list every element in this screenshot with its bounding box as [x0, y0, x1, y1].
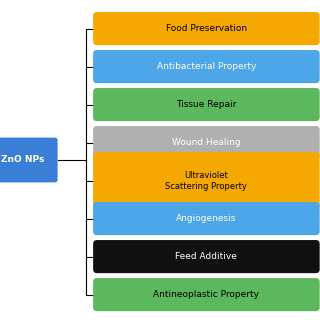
Text: Ultraviolet
Scattering Property: Ultraviolet Scattering Property — [165, 171, 247, 191]
FancyBboxPatch shape — [93, 240, 320, 273]
FancyBboxPatch shape — [93, 278, 320, 311]
FancyBboxPatch shape — [93, 50, 320, 83]
Text: Antibacterial Property: Antibacterial Property — [157, 62, 256, 71]
FancyBboxPatch shape — [0, 138, 58, 182]
Text: Feed Additive: Feed Additive — [175, 252, 237, 261]
FancyBboxPatch shape — [93, 202, 320, 235]
FancyBboxPatch shape — [93, 88, 320, 121]
FancyBboxPatch shape — [93, 152, 320, 209]
Text: Angiogenesis: Angiogenesis — [176, 214, 236, 223]
FancyBboxPatch shape — [93, 126, 320, 159]
Text: ZnO NPs: ZnO NPs — [1, 156, 44, 164]
Text: Antineoplastic Property: Antineoplastic Property — [153, 290, 260, 299]
Text: Tissue Repair: Tissue Repair — [176, 100, 236, 109]
Text: Wound Healing: Wound Healing — [172, 138, 241, 147]
FancyBboxPatch shape — [93, 12, 320, 45]
Text: Food Preservation: Food Preservation — [166, 24, 247, 33]
